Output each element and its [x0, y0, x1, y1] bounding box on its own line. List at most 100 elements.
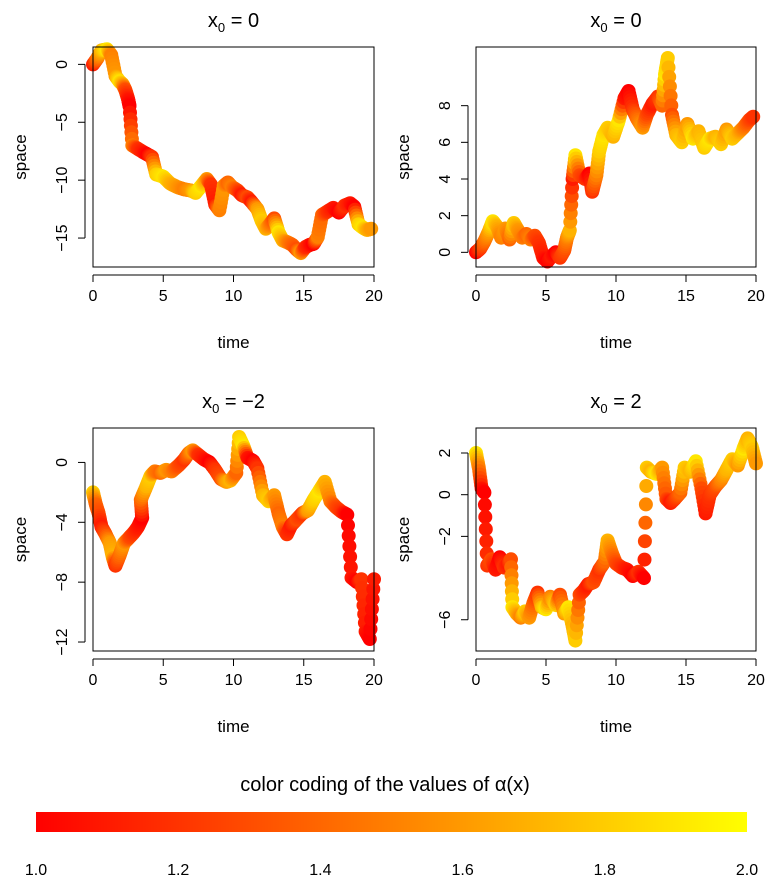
data-point [364, 602, 379, 617]
data-point [341, 528, 356, 543]
y-axis-label: space [11, 134, 30, 179]
data-point [478, 509, 493, 524]
y-axis-label: space [394, 134, 413, 179]
y-tick-label: −10 [54, 166, 71, 193]
x-axis-label: time [217, 333, 249, 352]
data-point [365, 592, 380, 607]
colorbar-tick-label: 1.2 [167, 862, 189, 879]
x-tick-label: 15 [677, 672, 695, 689]
y-axis: 0 −5 −10 −15 space [11, 60, 86, 252]
colorbar-ticks: 1.0 1.2 1.4 1.6 1.8 2.0 [25, 862, 758, 879]
data-point [364, 612, 379, 627]
panel-1: 0 5 10 15 20 time 0 −5 −10 −15 space x0 = 0 [11, 10, 383, 352]
y-axis-label: space [394, 517, 413, 562]
y-tick-label: 0 [437, 248, 454, 257]
data-point [477, 497, 492, 512]
data-point [343, 549, 358, 564]
x-axis: 0 5 10 15 20 time [472, 274, 765, 352]
x-tick-label: 20 [747, 672, 765, 689]
x-axis: 0 5 10 15 20 time [89, 274, 383, 352]
y-tick-label: 6 [437, 138, 454, 147]
y-tick-label: −12 [54, 628, 71, 655]
x-tick-label: 20 [365, 672, 383, 689]
x-axis: 0 5 10 15 20 time [472, 658, 765, 736]
y-tick-label: 0 [54, 458, 71, 467]
data-point [341, 518, 355, 533]
data-points [469, 431, 763, 648]
data-point [638, 497, 653, 512]
plot-frame [475, 427, 757, 652]
panel-title: x0 = 0 [590, 10, 641, 35]
y-tick-label: 8 [437, 101, 454, 110]
panel-title: x0 = 0 [208, 10, 259, 35]
data-point [637, 571, 651, 586]
panel-3: 0 5 10 15 20 time 0 −4 −8 −12 space x0 = −2 [11, 391, 383, 736]
x-tick-label: 5 [542, 288, 551, 305]
x-tick-label: 0 [472, 288, 481, 305]
data-point [746, 109, 761, 124]
data-point [479, 534, 494, 549]
colorbar-tick-label: 1.4 [309, 862, 331, 879]
y-tick-label: 0 [437, 490, 454, 499]
x-tick-label: 5 [159, 672, 168, 689]
y-tick-label: −4 [54, 513, 71, 531]
y-tick-label: 2 [437, 211, 454, 220]
colorbar-gradient [36, 812, 747, 832]
y-tick-label: 0 [54, 60, 71, 69]
data-point [343, 560, 358, 575]
colorbar: color coding of the values of α(x) 1.0 1.… [25, 774, 758, 879]
x-axis-label: time [217, 717, 249, 736]
data-point [638, 515, 653, 530]
data-point [639, 479, 654, 493]
x-tick-label: 0 [89, 288, 98, 305]
y-axis: 0 −4 −8 −12 space [11, 458, 86, 656]
x-axis-label: time [600, 717, 632, 736]
colorbar-tick-label: 1.0 [25, 862, 47, 879]
data-point [637, 534, 652, 549]
y-tick-label: 4 [437, 174, 454, 183]
x-tick-label: 15 [295, 288, 313, 305]
y-axis-label: space [11, 517, 30, 562]
data-point [362, 632, 377, 646]
x-tick-label: 0 [89, 672, 98, 689]
data-point [364, 221, 379, 236]
plot-frame [92, 46, 375, 268]
colorbar-title: color coding of the values of α(x) [240, 774, 529, 796]
x-tick-label: 10 [607, 288, 625, 305]
y-axis: 2 0 −2 −6 space [394, 448, 469, 629]
colorbar-tick-label: 2.0 [736, 862, 758, 879]
data-point [477, 485, 492, 500]
y-tick-label: −15 [54, 224, 71, 251]
x-axis: 0 5 10 15 20 time [89, 658, 383, 736]
panel-title: x0 = −2 [202, 391, 265, 416]
data-points [469, 51, 761, 269]
data-points [86, 430, 381, 646]
x-axis-label: time [600, 333, 632, 352]
x-tick-label: 10 [225, 672, 243, 689]
data-point [342, 539, 357, 554]
panel-title: x0 = 2 [590, 391, 641, 416]
y-tick-label: −6 [437, 611, 454, 629]
data-point [637, 552, 652, 567]
y-axis: 0 2 4 6 8 space [394, 101, 469, 257]
data-points [86, 42, 379, 261]
y-tick-label: 2 [437, 448, 454, 457]
y-tick-label: −8 [54, 573, 71, 591]
panel-2: 0 5 10 15 20 time 0 2 4 6 8 space x0 = 0 [394, 10, 765, 352]
x-tick-label: 10 [225, 288, 243, 305]
x-tick-label: 0 [472, 672, 481, 689]
x-tick-label: 15 [677, 288, 695, 305]
colorbar-tick-label: 1.6 [451, 862, 473, 879]
x-tick-label: 15 [295, 672, 313, 689]
data-point [478, 522, 493, 537]
x-tick-label: 5 [159, 288, 168, 305]
data-point [340, 507, 355, 522]
plot-frame [475, 46, 757, 268]
colorbar-tick-label: 1.8 [594, 862, 616, 879]
y-tick-label: −5 [54, 113, 71, 131]
y-tick-label: −2 [437, 527, 454, 545]
x-tick-label: 10 [607, 672, 625, 689]
